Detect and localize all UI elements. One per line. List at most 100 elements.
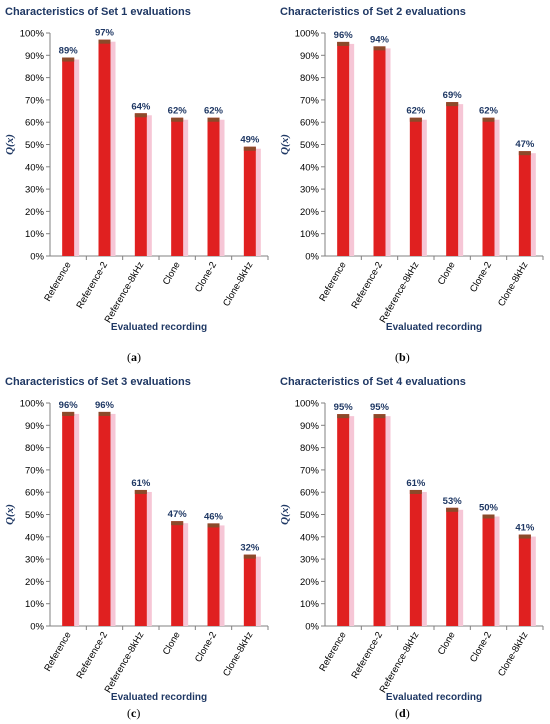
y-tick-label: 70% bbox=[25, 465, 45, 476]
bar bbox=[518, 534, 531, 626]
y-tick-label: 60% bbox=[25, 488, 45, 499]
bar-shadow bbox=[530, 153, 536, 256]
panel-label-c: (c) bbox=[127, 706, 140, 721]
x-tick-label: Clone-2 bbox=[468, 260, 494, 294]
bar bbox=[207, 117, 220, 257]
bar bbox=[243, 554, 256, 626]
y-tick-label: 50% bbox=[25, 140, 45, 151]
y-tick-label: 100% bbox=[295, 29, 320, 40]
bar-shadow bbox=[74, 59, 80, 256]
bar-shadow bbox=[385, 48, 391, 256]
data-label: 96% bbox=[59, 400, 79, 411]
data-label: 62% bbox=[204, 106, 224, 117]
bar bbox=[337, 41, 350, 256]
y-tick-label: 40% bbox=[25, 162, 45, 173]
chart-title: Characteristics of Set 3 evaluations bbox=[5, 376, 191, 388]
panel-label-a: (a) bbox=[127, 350, 141, 365]
y-tick-label: 90% bbox=[25, 421, 45, 432]
bar bbox=[134, 489, 147, 626]
x-tick-label: Clone bbox=[436, 630, 458, 657]
y-tick-label: 20% bbox=[300, 577, 320, 588]
x-tick-label: Clone-2 bbox=[193, 260, 219, 294]
chart-title: Characteristics of Set 4 evaluations bbox=[280, 376, 466, 388]
x-tick-label: Clone bbox=[161, 260, 183, 287]
x-tick-label: Clone-2 bbox=[193, 630, 219, 664]
bar-shadow bbox=[110, 41, 116, 256]
x-tick-label: Reference-2 bbox=[349, 630, 385, 681]
data-label: 96% bbox=[95, 400, 115, 411]
y-tick-label: 90% bbox=[300, 51, 320, 62]
bar-shadow bbox=[421, 491, 427, 626]
bar-top bbox=[482, 117, 495, 122]
bar bbox=[62, 57, 75, 256]
panel-open-paren: ( bbox=[395, 350, 399, 364]
y-tick-label: 10% bbox=[25, 229, 45, 240]
bar-shadow bbox=[146, 491, 152, 626]
data-label: 96% bbox=[334, 30, 354, 41]
bar-shadow bbox=[183, 119, 189, 257]
bar-top bbox=[98, 39, 111, 44]
chart-title: Characteristics of Set 2 evaluations bbox=[280, 6, 466, 18]
panel-letter: c bbox=[131, 706, 137, 720]
bar-shadow bbox=[385, 416, 391, 626]
x-axis-label: Evaluated recording bbox=[386, 322, 482, 333]
data-label: 62% bbox=[479, 106, 499, 117]
y-tick-label: 0% bbox=[305, 622, 319, 633]
y-tick-label: 30% bbox=[25, 185, 45, 196]
y-tick-label: 30% bbox=[300, 555, 320, 566]
bar-shadow bbox=[494, 516, 500, 626]
bar-shadow bbox=[219, 525, 225, 626]
data-label: 95% bbox=[370, 402, 390, 413]
y-tick-label: 100% bbox=[20, 29, 45, 40]
data-label: 62% bbox=[406, 106, 426, 117]
bar-top bbox=[243, 146, 256, 151]
data-label: 50% bbox=[479, 503, 499, 514]
y-tick-label: 0% bbox=[30, 622, 44, 633]
y-tick-label: 40% bbox=[300, 162, 320, 173]
bar-top bbox=[518, 534, 531, 539]
y-tick-label: 100% bbox=[295, 399, 320, 410]
bar-top bbox=[98, 411, 111, 416]
chart-title: Characteristics of Set 1 evaluations bbox=[5, 6, 191, 18]
y-tick-label: 30% bbox=[25, 555, 45, 566]
y-tick-label: 90% bbox=[300, 421, 320, 432]
y-tick-label: 100% bbox=[20, 399, 45, 410]
panel-label-b: (b) bbox=[395, 350, 410, 365]
y-tick-label: 30% bbox=[300, 185, 320, 196]
bar-top bbox=[62, 411, 75, 416]
bar-top bbox=[337, 414, 350, 419]
data-label: 61% bbox=[131, 478, 151, 489]
x-tick-label: Reference bbox=[42, 630, 73, 673]
x-tick-label: Clone-2 bbox=[468, 630, 494, 664]
x-tick-label: Reference bbox=[317, 260, 348, 303]
y-tick-label: 80% bbox=[25, 73, 45, 84]
panel-close-paren: ) bbox=[136, 706, 141, 720]
bar bbox=[482, 117, 495, 257]
bar bbox=[171, 117, 184, 257]
bar-shadow bbox=[349, 416, 355, 626]
x-axis-label: Evaluated recording bbox=[111, 322, 207, 333]
x-tick-label: Clone-8kHz bbox=[221, 630, 255, 679]
bar-top bbox=[373, 46, 386, 51]
data-label: 69% bbox=[443, 90, 463, 101]
y-tick-label: 20% bbox=[300, 207, 320, 218]
bar-top bbox=[409, 117, 422, 122]
data-label: 41% bbox=[515, 523, 535, 534]
bar-top bbox=[62, 57, 75, 62]
panel-close-paren: ) bbox=[405, 350, 410, 364]
x-tick-label: Reference-8kHz bbox=[378, 630, 422, 695]
x-tick-label: Clone bbox=[161, 630, 183, 657]
data-label: 89% bbox=[59, 46, 79, 57]
y-axis-label: Q(x) bbox=[4, 134, 16, 155]
bar-top bbox=[207, 117, 220, 122]
data-label: 95% bbox=[334, 402, 354, 413]
y-tick-label: 60% bbox=[25, 118, 45, 129]
bar bbox=[134, 113, 147, 256]
bar-shadow bbox=[421, 119, 427, 257]
bar-top bbox=[409, 489, 422, 494]
y-tick-label: 40% bbox=[300, 532, 320, 543]
data-label: 94% bbox=[370, 34, 390, 45]
data-label: 62% bbox=[168, 106, 188, 117]
x-tick-label: Clone-8kHz bbox=[496, 260, 530, 309]
x-tick-label: Clone-8kHz bbox=[221, 260, 255, 309]
